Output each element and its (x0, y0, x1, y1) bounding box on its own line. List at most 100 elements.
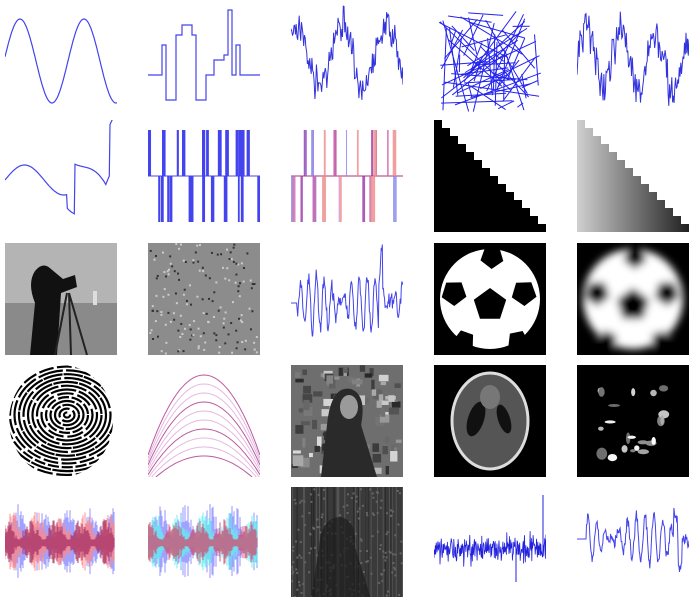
texture-dot (154, 259, 156, 261)
texture-dot (235, 274, 237, 276)
texture-dot (229, 258, 231, 260)
texture-dot (219, 346, 221, 348)
texture-dot (207, 321, 209, 323)
speck (313, 528, 315, 530)
thumbnail-content (5, 243, 117, 355)
speck (301, 515, 303, 517)
texture-dot (189, 339, 191, 341)
thumbnail (291, 6, 403, 100)
signal-line (148, 438, 260, 478)
texture-dot (162, 252, 164, 254)
texture-dot (190, 328, 192, 330)
texture-dot (152, 305, 154, 307)
texture-dot (156, 310, 158, 312)
speck (381, 580, 383, 582)
photo-patch (385, 436, 389, 443)
blob (631, 388, 635, 396)
staircase (577, 120, 689, 232)
texture-dot (226, 249, 228, 251)
speck (370, 573, 372, 575)
photo-patch (394, 447, 397, 450)
texture-dot (241, 314, 243, 316)
photo-patch (314, 446, 319, 452)
speck (380, 573, 382, 575)
speck (401, 562, 403, 564)
texture-dot (250, 279, 252, 281)
texture-dot (161, 350, 163, 352)
thumbnail-content (0, 347, 147, 482)
streak (368, 487, 369, 597)
thumbnail (5, 111, 117, 214)
texture-dot (170, 321, 172, 323)
speck (399, 492, 401, 494)
blob (596, 448, 607, 460)
texture-dot (224, 342, 226, 344)
texture-dot (155, 255, 157, 257)
speck (301, 592, 303, 594)
blob (598, 427, 604, 431)
texture-dot (180, 323, 182, 325)
streak (311, 487, 312, 597)
thumbnail-content (434, 495, 546, 582)
thumbnail-content (5, 504, 114, 578)
texture-dot (253, 283, 255, 285)
texture-dot (209, 277, 211, 279)
texture-dot (149, 332, 151, 334)
signal-line (148, 429, 260, 475)
speck (394, 574, 396, 576)
texture-dot (217, 254, 219, 256)
speck (296, 589, 298, 591)
photo-patch (392, 401, 401, 407)
texture-dot (184, 289, 186, 291)
texture-dot (200, 335, 202, 337)
signal-line (148, 375, 260, 455)
texture-dot (167, 312, 169, 314)
blob (650, 390, 657, 396)
texture-bg (148, 243, 260, 355)
streak (385, 487, 386, 597)
photo-patch (360, 365, 365, 372)
speck (343, 506, 345, 508)
speck (360, 538, 362, 540)
texture-dot (243, 267, 245, 269)
speck (316, 526, 318, 528)
speck (352, 493, 354, 495)
speck (392, 511, 394, 513)
texture-dot (240, 319, 242, 321)
texture-dot (213, 291, 215, 293)
speck (316, 518, 318, 520)
photo-patch (352, 380, 363, 385)
speck (380, 500, 382, 502)
photo-patch (372, 389, 376, 395)
speck (303, 501, 305, 503)
texture-dot (199, 270, 201, 272)
random-segment (498, 101, 514, 109)
thumbnail (434, 365, 546, 477)
face (340, 395, 358, 419)
thumbnail-content (148, 243, 260, 355)
texture-dot (157, 275, 159, 277)
photo-patch (343, 368, 348, 373)
texture-dot (223, 322, 225, 324)
speck (360, 488, 362, 490)
speck (295, 568, 297, 570)
photo-patch (388, 395, 394, 402)
texture-dot (192, 262, 194, 264)
speck (309, 533, 311, 535)
speck (300, 541, 302, 543)
texture-dot (256, 351, 258, 353)
texture-dot (183, 294, 185, 296)
speck (391, 572, 393, 574)
photo-patch (381, 408, 385, 415)
texture-dot (177, 330, 179, 332)
texture-dot (239, 282, 241, 284)
random-segment (441, 101, 512, 103)
texture-dot (205, 274, 207, 276)
speck (355, 533, 357, 535)
photo-patch (326, 375, 333, 383)
texture-dot (198, 328, 200, 330)
random-segment (535, 34, 539, 85)
texture-dot (171, 265, 173, 267)
texture-dot (169, 255, 171, 257)
photo-patch (365, 373, 373, 377)
